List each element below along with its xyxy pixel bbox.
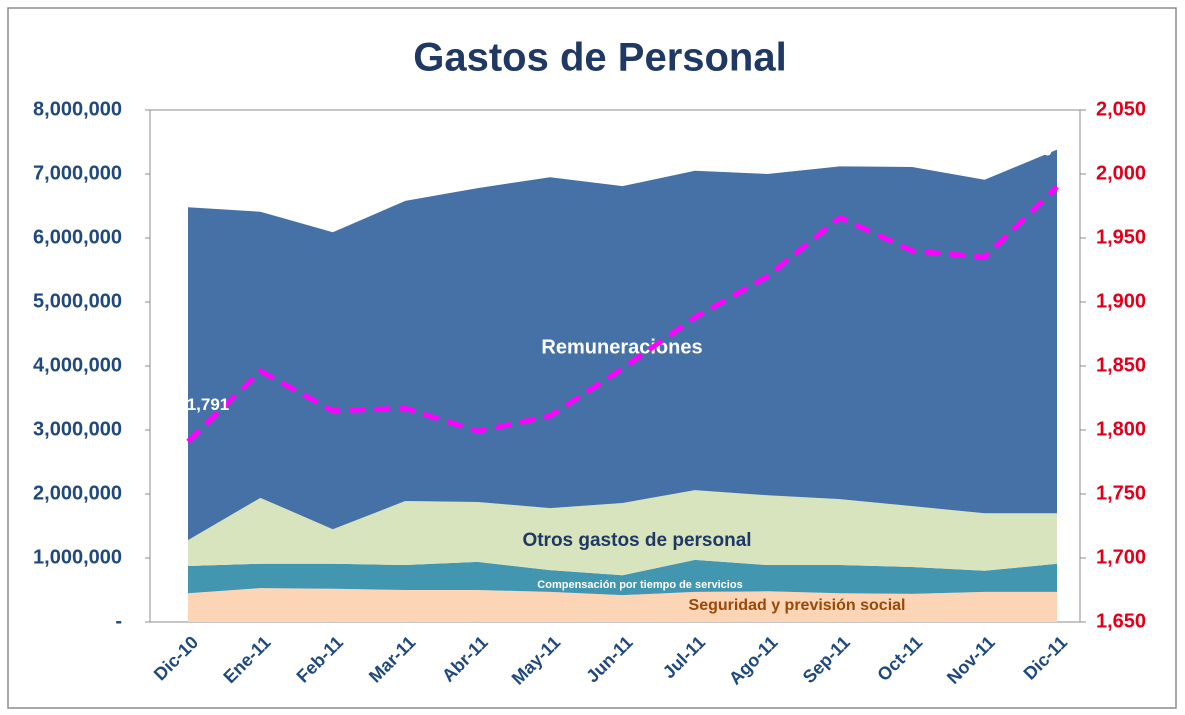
- y2-tick-label: 1,800: [1096, 418, 1146, 440]
- data-label: 1,990: [1010, 140, 1053, 159]
- y2-tick-label: 1,650: [1096, 610, 1146, 632]
- area: [188, 559, 1057, 596]
- y2-tick-label: 1,850: [1096, 354, 1146, 376]
- y-tick-label: -: [115, 610, 122, 632]
- y-tick-label: 6,000,000: [33, 226, 122, 248]
- data-label: 1,791: [187, 395, 230, 414]
- y2-tick-label: 2,050: [1096, 98, 1146, 120]
- y-tick-label: 5,000,000: [33, 290, 122, 312]
- area-label: Remuneraciones: [541, 336, 702, 358]
- y2-tick-label: 1,900: [1096, 290, 1146, 312]
- area-label: Seguridad y previsión social: [689, 597, 906, 614]
- y-tick-label: 1,000,000: [33, 546, 122, 568]
- chart-title: Gastos de Personal: [413, 36, 786, 80]
- y2-tick-label: 1,700: [1096, 546, 1146, 568]
- y-tick-label: 4,000,000: [33, 354, 122, 376]
- area: [188, 490, 1057, 576]
- y-tick-label: 2,000,000: [33, 482, 122, 504]
- area: [188, 149, 1057, 541]
- line: [186, 185, 1059, 444]
- area: [188, 588, 1057, 622]
- y-tick-label: 7,000,000: [33, 162, 122, 184]
- y2-tick-label: 2,000: [1096, 162, 1146, 184]
- y2-tick-label: 1,750: [1096, 482, 1146, 504]
- area-label: Compensación por tiempo de servicios: [537, 579, 742, 591]
- y2-tick-label: 1,950: [1096, 226, 1146, 248]
- y-tick-label: 8,000,000: [33, 98, 122, 120]
- area-label: Otros gastos de personal: [522, 530, 751, 551]
- y-tick-label: 3,000,000: [33, 418, 122, 440]
